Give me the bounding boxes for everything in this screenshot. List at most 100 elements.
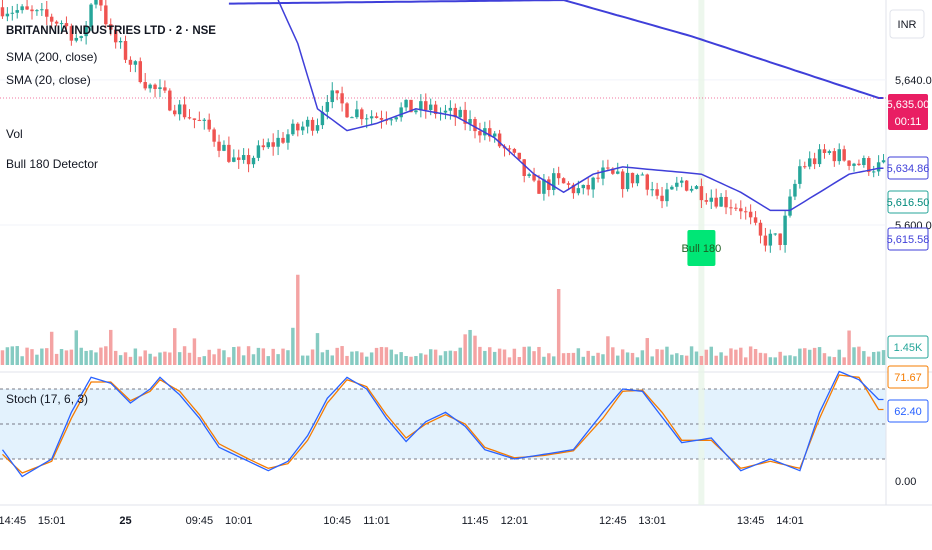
candle-body	[187, 117, 192, 119]
bull-signal-label: Bull 180	[682, 243, 722, 255]
currency-box	[889, 9, 925, 39]
legend-stoch[interactable]: Stoch (17, 6, 3)	[6, 392, 89, 406]
volume-bar	[458, 347, 462, 365]
volume-bar	[128, 356, 133, 365]
candle-body	[542, 179, 546, 194]
currency-label: INR	[898, 19, 917, 31]
volume-bar	[438, 355, 443, 365]
volume-bar	[547, 353, 551, 365]
candle-body	[532, 174, 536, 181]
candle-body	[655, 189, 659, 196]
candle-body	[177, 104, 182, 115]
volume-bar	[556, 289, 561, 365]
candle-body	[768, 233, 773, 246]
volume-bar	[64, 350, 69, 365]
volume-bar	[591, 355, 595, 365]
volume-bar	[54, 353, 59, 365]
volume-bar	[527, 346, 531, 365]
candle-body	[492, 133, 497, 137]
candle-body	[84, 27, 88, 37]
candle-body	[665, 189, 669, 202]
volume-bar	[803, 348, 807, 365]
volume-bar	[660, 349, 664, 365]
candle-body	[369, 116, 374, 119]
volume-bar	[227, 357, 231, 365]
volume-bar	[537, 346, 541, 365]
candle-body	[842, 149, 846, 161]
volume-bar	[517, 357, 522, 365]
volume-bar	[25, 347, 29, 365]
candle-body	[778, 233, 782, 245]
volume-bar	[94, 352, 98, 365]
volume-bar	[586, 350, 590, 365]
volume-bar	[837, 349, 841, 365]
stoch-k-badge-box	[887, 365, 929, 389]
legend-sma20[interactable]: SMA (20, close)	[6, 73, 91, 87]
price-tick-label: 5,640.00	[895, 75, 932, 87]
candle-body	[15, 10, 19, 13]
candle-body	[433, 104, 438, 115]
time-tick-label: 14:01	[776, 515, 804, 527]
candle-body	[246, 155, 251, 165]
volume-bar	[109, 329, 113, 365]
symbol-title[interactable]: BRITANNIA INDUSTRIES LTD · 2 · NSE	[6, 25, 216, 37]
candle-body	[798, 166, 802, 184]
candle-body	[552, 173, 556, 190]
volume-bar	[369, 352, 374, 365]
volume-bar	[138, 356, 143, 365]
volume-bar	[768, 357, 773, 365]
volume-bar	[10, 346, 15, 365]
candle-body	[862, 158, 866, 166]
candle-body	[128, 59, 133, 65]
candle-body	[414, 110, 418, 113]
candle-body	[99, 0, 103, 6]
candle-body	[300, 126, 305, 131]
time-tick-label: 12:01	[501, 515, 529, 527]
candle-body	[217, 141, 221, 151]
candle-body	[54, 21, 59, 24]
candle-body	[537, 180, 541, 194]
volume-bar	[699, 355, 704, 365]
candle-body	[404, 99, 408, 108]
sma200-line	[228, 0, 884, 99]
volume-bar	[748, 346, 753, 365]
candle-body	[684, 180, 689, 191]
candle-body	[448, 107, 453, 111]
volume-bar	[758, 352, 763, 365]
candle-body	[807, 158, 812, 167]
candle-body	[620, 171, 625, 190]
volume-bar	[542, 356, 546, 365]
volume-bar	[305, 355, 310, 365]
volume-bar	[59, 349, 64, 365]
volume-bar	[217, 348, 221, 365]
volume-bar	[453, 351, 458, 365]
volume-bar	[532, 351, 536, 365]
volume-bar	[276, 354, 280, 365]
candle-body	[133, 61, 138, 65]
candle-body	[817, 149, 822, 165]
legend-vol[interactable]: Vol	[6, 127, 23, 141]
candle-body	[763, 235, 768, 246]
candle-body	[360, 109, 364, 120]
volume-bar	[15, 346, 19, 365]
legend-bull-180-detector[interactable]: Bull 180 Detector	[6, 157, 99, 171]
volume-bar	[163, 351, 167, 365]
volume-bar	[862, 351, 866, 365]
volume-bar	[867, 356, 871, 365]
volume-bar	[291, 327, 295, 365]
legend-sma200[interactable]: SMA (200, close)	[6, 50, 98, 64]
sma20-badge: 5,615.58	[887, 234, 930, 246]
volume-bar	[261, 348, 266, 365]
candle-body	[660, 195, 664, 202]
volume-bar	[271, 348, 275, 365]
candle-body	[256, 145, 261, 158]
volume-bar	[315, 333, 320, 365]
candle-body	[25, 6, 29, 10]
candle-body	[596, 177, 600, 179]
volume-bar	[611, 347, 615, 365]
candle-body	[689, 188, 694, 191]
volume-bar	[680, 355, 684, 365]
last-price-badge-box	[888, 94, 928, 130]
volume-bar	[842, 357, 846, 365]
